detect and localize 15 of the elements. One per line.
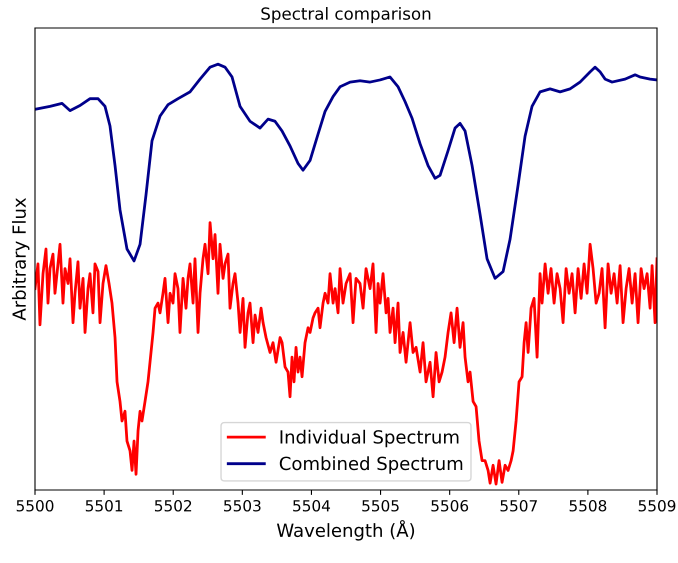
x-tick-label: 5505 <box>362 500 399 512</box>
x-tick-label: 5508 <box>570 500 606 512</box>
chart-title: Spectral comparison <box>261 7 430 24</box>
legend-label: Combined Spectrum <box>280 456 462 474</box>
x-tick-label: 5509 <box>638 500 676 512</box>
x-axis-title: Wavelength (Å) <box>276 520 414 541</box>
x-tick-label: 5506 <box>431 500 468 512</box>
x-tick-label: 5507 <box>500 500 537 512</box>
x-tick-label: 5501 <box>86 500 122 512</box>
x-tick-label: 5503 <box>224 500 261 512</box>
x-tick-label: 5502 <box>154 500 192 512</box>
y-axis-title: Arbitrary Flux <box>12 198 30 320</box>
x-tick-label: 5500 <box>16 500 54 512</box>
legend-label: Individual Spectrum <box>280 430 458 448</box>
x-tick-label: 5504 <box>293 500 330 512</box>
